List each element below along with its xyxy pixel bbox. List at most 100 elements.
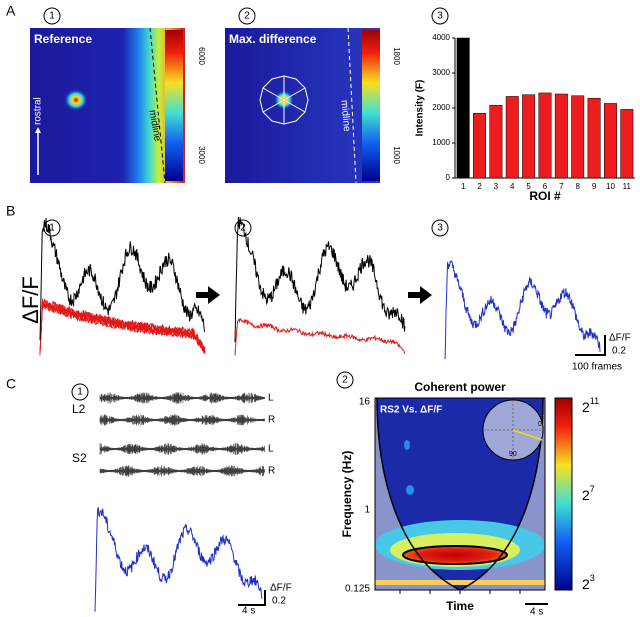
phase-tick: 90 [509, 451, 517, 458]
scale-bar [575, 335, 606, 356]
bar [522, 94, 536, 179]
bar [473, 113, 487, 179]
colorbar [165, 30, 183, 181]
x-axis-label: ROI # [529, 189, 561, 203]
step-label: 2 [342, 375, 348, 386]
scale-label: 4 s [530, 607, 543, 617]
trace [39, 218, 206, 341]
hot-spot [64, 89, 88, 111]
y-axis-label: ΔF/F [18, 276, 43, 324]
scale-bar [238, 590, 266, 606]
ephys-trace [99, 465, 265, 477]
x-tick-label: 3 [494, 182, 499, 191]
roi-spokes [262, 76, 306, 124]
x-tick-label: 11 [623, 182, 632, 191]
colorbar-tick: 1000 [392, 146, 401, 164]
trace [234, 318, 406, 356]
colorbar-tick: 211 [582, 396, 599, 414]
y-tick-label: 2000 [432, 103, 450, 112]
x-axis-label: Time [446, 599, 474, 613]
trace [444, 260, 601, 360]
x-tick-label: 1 [461, 182, 466, 191]
x-tick-label: 9 [592, 182, 597, 191]
scale-label: 100 frames [572, 362, 622, 373]
y-tick-label: 0 [446, 173, 451, 182]
step-label: 1 [49, 223, 55, 234]
ephys-trace [99, 414, 265, 426]
blob [375, 580, 545, 585]
side-label: R [268, 415, 275, 426]
heatmap [225, 28, 380, 183]
x-tick-label: 4 [510, 182, 515, 191]
phase-tick: 0 [538, 421, 542, 428]
scale-label: 0.2 [612, 346, 626, 357]
colorbar-tick: 3000 [197, 146, 206, 164]
x-tick-label: 7 [559, 182, 564, 191]
colorbar-tick: 1800 [392, 47, 401, 65]
blob [404, 440, 410, 450]
scale-label: ΔF/F [270, 583, 292, 594]
midline [347, 27, 357, 184]
x-tick-label: 10 [606, 182, 615, 191]
image-title: Max. difference [229, 32, 317, 46]
step-label: 1 [77, 387, 83, 398]
colorbar-tick: 27 [582, 484, 595, 502]
bar [603, 103, 617, 179]
y-axis-label: Intensity (F) [415, 80, 426, 137]
step-label: 3 [437, 11, 443, 22]
blob [406, 485, 414, 495]
colorbar-tick: 23 [582, 573, 595, 591]
panel-label: C [6, 376, 16, 392]
y-tick-label: 4000 [432, 33, 450, 42]
step-circles [43, 7, 449, 401]
scale-label: 0.2 [272, 596, 286, 607]
step-label: 1 [49, 11, 55, 22]
x-tick-label: 6 [543, 182, 548, 191]
trace [94, 507, 263, 612]
bar [456, 37, 470, 179]
trace [39, 300, 206, 356]
bar [538, 92, 552, 179]
step-label: 2 [244, 11, 250, 22]
scale-label: 4 s [242, 606, 255, 617]
rostral-label: rostral [33, 97, 44, 125]
x-tick-label: 2 [477, 182, 482, 191]
arrow [196, 286, 220, 304]
channel-label: L2 [72, 402, 86, 416]
side-label: L [268, 393, 274, 404]
bar [620, 109, 634, 179]
trace [39, 301, 206, 353]
colorbar [554, 397, 573, 591]
arrow [408, 286, 432, 304]
phase-arrow [512, 429, 543, 441]
ephys-trace [99, 392, 265, 404]
x-tick-label: 8 [576, 182, 581, 191]
x-tick-label: 5 [526, 182, 531, 191]
step-label: 3 [437, 223, 443, 234]
y-axis-label: Frequency (Hz) [340, 451, 354, 538]
x-ticks [399, 590, 521, 594]
significant-region [402, 545, 508, 565]
side-label: R [268, 466, 275, 477]
panel-label: A [6, 3, 16, 19]
bar [505, 96, 519, 179]
y-tick-label: 1000 [432, 138, 450, 147]
y-tick-label: 1 [364, 505, 370, 516]
side-label: L [268, 444, 274, 455]
y-tick-label: 3000 [432, 68, 450, 77]
bar [587, 97, 601, 179]
bar [554, 93, 568, 179]
channel-label: S2 [72, 451, 87, 465]
colorbar-tick: 6000 [197, 47, 206, 65]
y-tick-label: 0.125 [345, 584, 370, 595]
midline-label: midline [146, 109, 162, 143]
plot-title: Coherent power [414, 380, 506, 394]
bar [489, 104, 503, 179]
midline [149, 27, 166, 184]
midline-label: midline [338, 100, 352, 133]
bar [571, 95, 585, 179]
panel-label: B [6, 203, 15, 219]
colorbar [362, 30, 380, 181]
y-tick-label: 16 [359, 397, 371, 408]
